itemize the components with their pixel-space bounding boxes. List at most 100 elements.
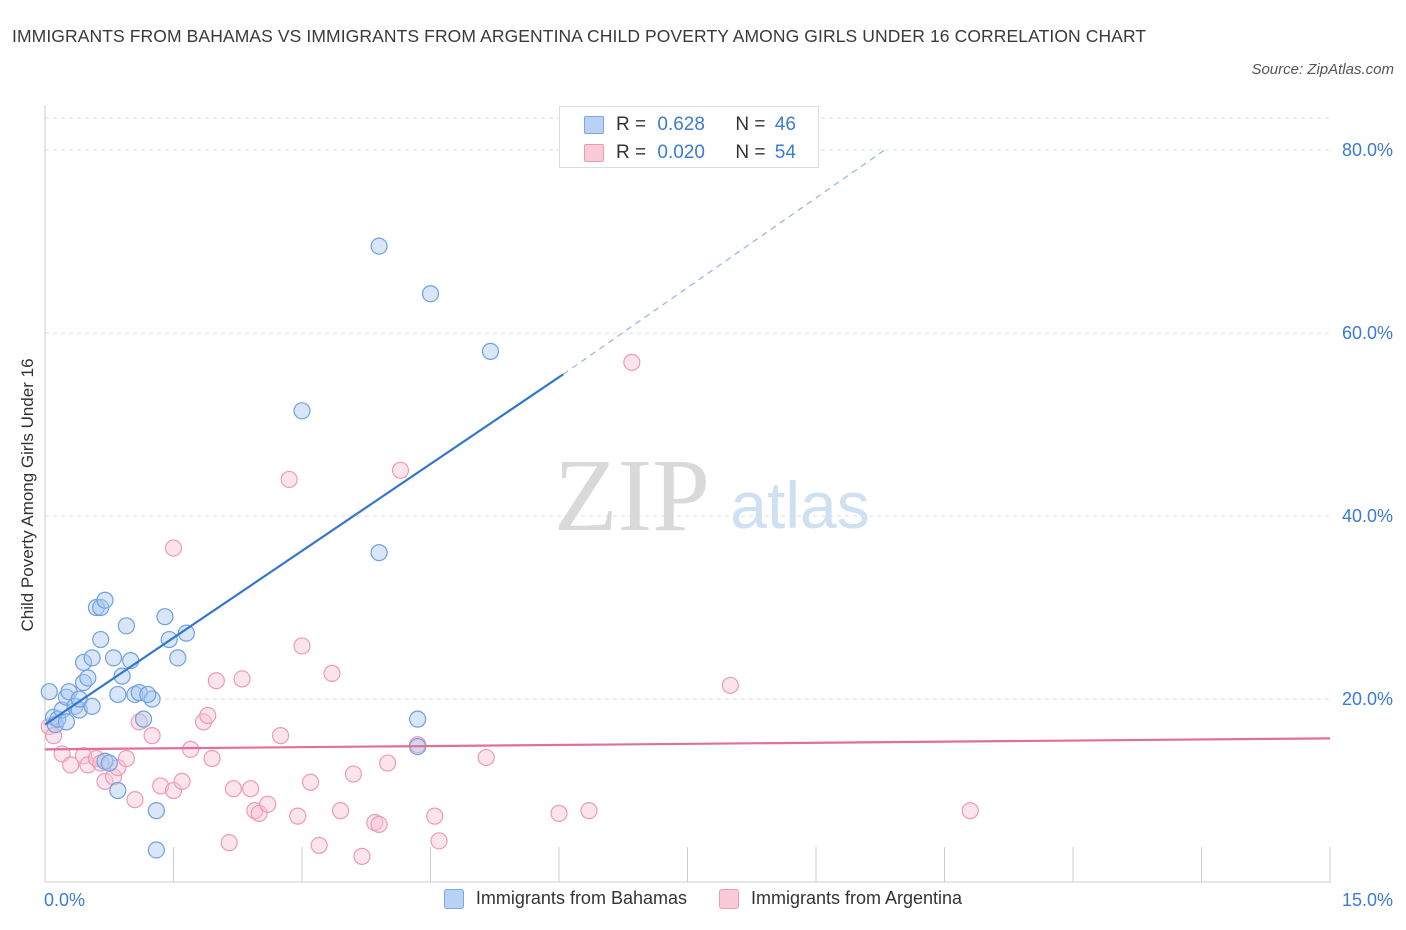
argentina-point <box>310 836 328 855</box>
argentina-points <box>40 353 979 865</box>
bahamas-point <box>83 649 101 667</box>
series-label-argentina: Immigrants from Argentina <box>750 888 963 908</box>
y-tick-label: 80.0% <box>1342 140 1393 160</box>
watermark: ZIP atlas <box>554 438 870 553</box>
argentina-point <box>79 756 97 774</box>
bahamas-point <box>104 649 123 667</box>
axes <box>44 105 1331 883</box>
argentina-point <box>117 749 135 768</box>
argentina-point <box>233 670 251 688</box>
bahamas-point <box>40 683 58 701</box>
bahamas-point <box>109 685 127 704</box>
argentina-point <box>74 747 93 765</box>
y-tick-label: 20.0% <box>1342 689 1393 709</box>
x-tick-label-min: 0.0% <box>44 890 86 910</box>
trend-lines <box>44 149 1331 751</box>
watermark-atlas: atlas <box>730 468 869 542</box>
bahamas-point <box>147 841 165 859</box>
argentina-point <box>289 807 307 825</box>
bahamas-point <box>293 402 311 420</box>
bahamas-point <box>177 624 195 642</box>
legend-swatch-argentina <box>584 144 604 162</box>
argentina-point <box>62 756 80 774</box>
argentina-point <box>623 353 641 371</box>
bahamas-point <box>117 617 135 635</box>
bahamas-point <box>79 669 97 687</box>
bahamas-point <box>100 754 118 772</box>
series-legend: Immigrants from Bahamas Immigrants from … <box>0 888 1406 909</box>
gridlines <box>45 117 1330 700</box>
legend-r-label: R = <box>616 142 647 163</box>
argentina-point <box>250 804 268 822</box>
argentina-point <box>301 773 320 791</box>
chart-title: IMMIGRANTS FROM BAHAMAS VS IMMIGRANTS FR… <box>12 26 1147 46</box>
argentina-point <box>164 781 183 800</box>
argentina-point <box>224 780 243 798</box>
legend-n-value: 54 <box>774 142 796 163</box>
argentina-point <box>344 765 362 783</box>
series-legend-argentina: Immigrants from Argentina <box>718 888 963 909</box>
bahamas-point <box>83 697 101 715</box>
bahamas-trend-extension <box>562 149 885 375</box>
source-label: Source: ZipAtlas.com <box>1251 61 1394 78</box>
bahamas-point <box>74 653 93 672</box>
argentina-point <box>379 754 397 772</box>
argentina-point <box>44 727 63 745</box>
argentina-point <box>152 777 170 795</box>
argentina-point <box>370 815 388 833</box>
x-tick-label-max: 15.0% <box>1341 890 1393 910</box>
argentina-point <box>182 740 200 758</box>
bahamas-point <box>113 667 131 685</box>
argentina-point <box>259 795 277 813</box>
argentina-point <box>323 664 341 683</box>
y-tick-label: 40.0% <box>1342 506 1393 526</box>
argentina-point <box>199 706 217 725</box>
argentina-point <box>961 802 979 820</box>
argentina-point <box>293 637 311 655</box>
bahamas-point <box>370 237 388 255</box>
series-swatch-bahamas <box>443 888 464 909</box>
argentina-point <box>126 791 144 809</box>
argentina-point <box>242 780 260 798</box>
bahamas-point <box>57 713 76 731</box>
bahamas-point <box>169 649 187 667</box>
bahamas-point <box>481 342 500 360</box>
bahamas-points <box>40 237 500 859</box>
series-label-bahamas: Immigrants from Bahamas <box>475 888 687 908</box>
bahamas-point <box>156 608 174 626</box>
bahamas-point <box>134 710 153 728</box>
argentina-point <box>550 804 568 822</box>
argentina-point <box>203 749 221 768</box>
bahamas-point <box>139 685 157 704</box>
legend-n-value: 46 <box>774 114 796 135</box>
argentina-point <box>391 461 410 479</box>
argentina-point <box>173 772 191 790</box>
bahamas-point <box>109 781 127 800</box>
argentina-trend-line <box>44 737 1331 751</box>
argentina-point <box>164 539 183 557</box>
argentina-point <box>143 727 161 745</box>
argentina-point <box>96 772 114 790</box>
legend-n-label: N = <box>735 114 766 135</box>
legend-r-value: 0.628 <box>657 114 705 135</box>
argentina-point <box>477 748 495 767</box>
argentina-point <box>207 672 225 690</box>
argentina-point <box>353 847 371 865</box>
argentina-point <box>430 832 448 850</box>
series-legend-bahamas: Immigrants from Bahamas <box>443 888 687 909</box>
argentina-point <box>280 470 298 489</box>
bahamas-point <box>370 544 388 562</box>
y-tick-label: 60.0% <box>1342 323 1393 343</box>
argentina-point <box>220 834 238 852</box>
bahamas-point <box>147 802 165 820</box>
legend-row-argentina: R = 0.020 N = 54 <box>584 139 796 167</box>
bahamas-point <box>421 285 440 303</box>
watermark-zip: ZIP <box>554 438 710 553</box>
series-swatch-argentina <box>718 888 739 909</box>
bahamas-trend-line <box>44 373 564 726</box>
bahamas-point <box>96 591 114 609</box>
bahamas-point <box>92 630 110 649</box>
legend-n-label: N = <box>735 142 766 163</box>
argentina-point <box>426 807 444 825</box>
